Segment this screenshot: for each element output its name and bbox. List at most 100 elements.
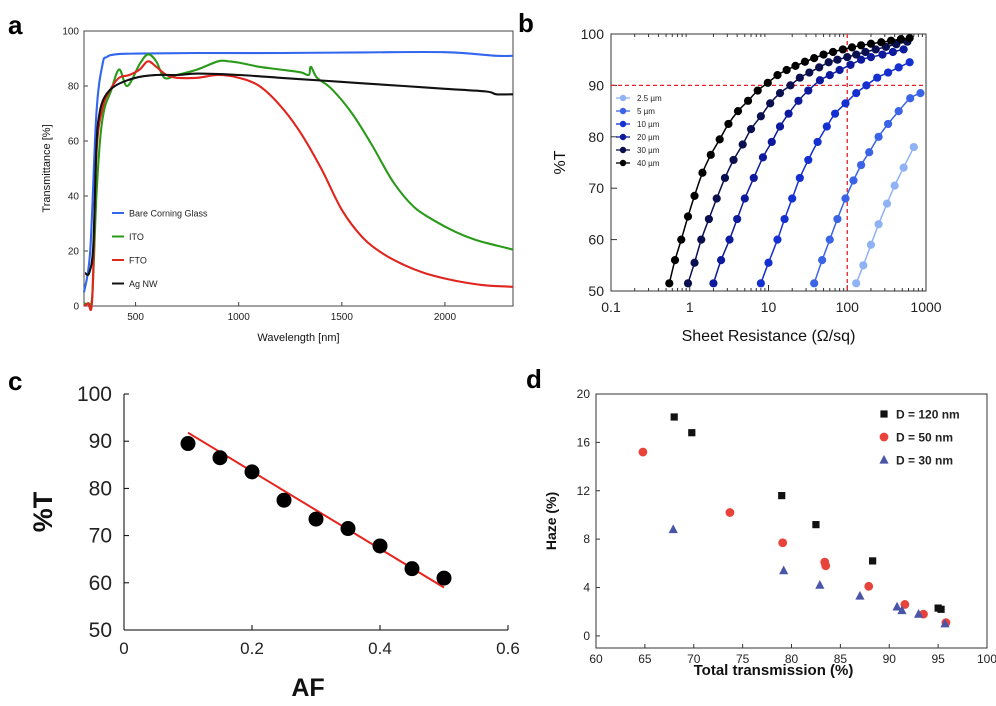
chart-a: 0 20 40 60 80 100 500 1000 1500 2000 Wavelength [n… <box>41 27 514 344</box>
data-point-b <box>665 279 674 288</box>
chart-b: 0.1 1 10 100 1000 50 60 70 80 90 100 Sheet Resistan… <box>552 26 942 345</box>
data-point-b <box>725 235 734 244</box>
legend-label-a: FTO <box>129 256 147 266</box>
data-point-b <box>756 112 765 121</box>
y-tick-label-c: 80 <box>89 477 112 500</box>
data-point-b <box>763 78 772 87</box>
legend-label-b: 5 µm <box>637 107 655 116</box>
data-point-b <box>852 89 861 98</box>
y-tick-label-a: 20 <box>68 247 80 258</box>
x-tick-label-b: 1000 <box>910 299 941 315</box>
data-point-b <box>847 43 857 52</box>
data-point-c <box>372 538 388 554</box>
legend-swatch-marker-b <box>619 120 627 128</box>
data-point-b <box>780 214 789 224</box>
data-point-b <box>683 212 693 221</box>
data-point-b <box>690 191 699 201</box>
y-axis-label-c: %T <box>28 491 58 532</box>
legend-label-a: Ag NW <box>129 279 158 289</box>
data-point-c <box>308 511 324 527</box>
x-axis-label-d: Total transmission (%) <box>694 662 854 679</box>
data-point-d <box>812 521 820 529</box>
data-point-d <box>897 605 907 615</box>
series-line-b <box>668 37 910 284</box>
y-tick-label-d: 0 <box>583 629 590 643</box>
fit-line-c <box>187 431 445 589</box>
panel-letter-b: b <box>518 8 534 38</box>
y-axis-label-b: %T <box>552 150 569 174</box>
data-point-b <box>782 65 791 75</box>
data-point-d <box>864 581 874 591</box>
y-tick-label-c: 70 <box>89 525 112 548</box>
data-point-d <box>815 580 825 589</box>
data-point-b <box>690 258 699 267</box>
data-point-b <box>866 240 876 249</box>
legend-marker-d <box>880 410 888 418</box>
data-point-b <box>871 45 880 54</box>
data-point-b <box>899 163 908 172</box>
data-point-b <box>729 155 738 165</box>
data-point-d <box>779 565 789 575</box>
data-point-b <box>878 50 887 59</box>
data-point-c <box>276 492 292 508</box>
data-point-b <box>886 36 896 45</box>
data-point-b <box>766 99 775 108</box>
y-tick-label-b: 50 <box>588 283 604 299</box>
data-point-b <box>906 94 915 103</box>
y-tick-label-a: 80 <box>68 82 80 93</box>
y-tick-label-b: 70 <box>588 180 604 196</box>
x-tick-label-a: 2000 <box>434 312 457 323</box>
y-tick-label-c: 90 <box>89 430 112 453</box>
data-point-b <box>810 279 819 288</box>
legend-label-d: D = 30 nm <box>896 454 953 468</box>
data-point-b <box>746 124 756 134</box>
plot-frame-a <box>83 30 514 307</box>
data-point-b <box>833 55 842 64</box>
data-point-b <box>683 279 693 288</box>
data-point-c <box>244 464 260 480</box>
x-tick-label-d: 100 <box>977 652 996 666</box>
x-tick-label-a: 1000 <box>228 312 251 323</box>
data-point-b <box>813 137 822 147</box>
data-point-b <box>733 107 743 116</box>
legend-label-b: 10 µm <box>637 120 660 129</box>
data-point-b <box>805 68 814 77</box>
y-tick-label-d: 12 <box>577 484 591 498</box>
y-tick-label-d: 20 <box>577 387 591 401</box>
data-point-b <box>888 47 898 57</box>
data-point-b <box>894 107 903 116</box>
y-tick-label-b: 100 <box>581 26 605 42</box>
data-point-b <box>825 235 834 244</box>
data-point-b <box>882 199 892 208</box>
legend-label-a: Bare Corning Glass <box>129 209 208 219</box>
data-point-d <box>892 601 902 611</box>
data-point-b <box>775 122 785 131</box>
data-point-c <box>212 450 228 466</box>
data-point-b <box>852 50 861 59</box>
data-point-b <box>866 39 876 48</box>
y-tick-label-b: 90 <box>588 77 604 93</box>
data-point-b <box>815 76 825 85</box>
data-point-b <box>822 122 831 131</box>
series-line-a <box>82 50 514 293</box>
data-point-b <box>738 140 747 149</box>
data-point-b <box>873 73 882 82</box>
data-point-b <box>819 50 828 59</box>
data-point-d <box>668 524 678 534</box>
data-point-b <box>883 119 893 129</box>
data-point-b <box>874 220 883 229</box>
data-point-b <box>791 61 800 70</box>
x-axis-label-b: Sheet Resistance (Ω/sq) <box>682 328 856 345</box>
data-point-c <box>404 561 420 577</box>
data-point-b <box>833 214 842 224</box>
data-point-c <box>180 436 196 452</box>
data-point-b <box>894 63 903 72</box>
data-point-b <box>859 261 868 270</box>
y-axis-label-a: Transmittance [%] <box>41 124 53 212</box>
data-point-b <box>810 54 819 63</box>
y-tick-label-c: 50 <box>89 619 112 642</box>
series-line-b <box>712 48 904 284</box>
legend-label-b: 30 µm <box>637 146 660 155</box>
panel-letter-d: d <box>526 364 542 394</box>
data-point-b <box>874 132 883 141</box>
